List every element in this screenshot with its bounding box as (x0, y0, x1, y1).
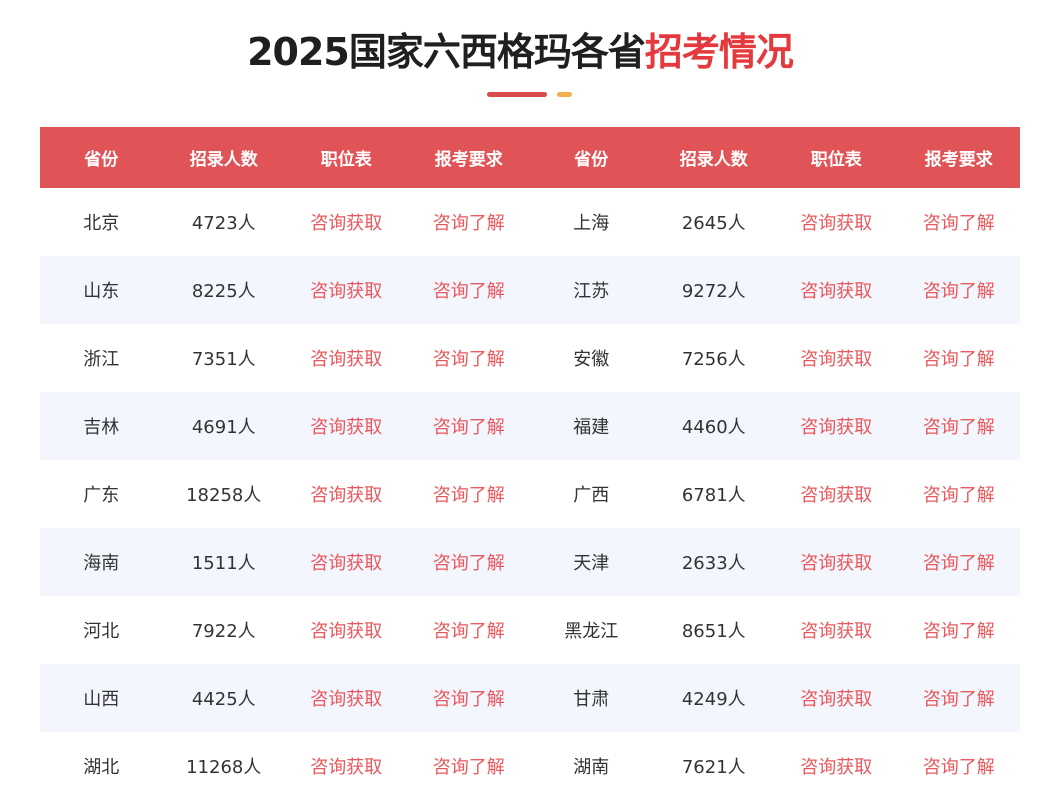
requirements-link[interactable]: 咨询了解 (897, 528, 1020, 596)
requirements-link[interactable]: 咨询了解 (407, 256, 530, 324)
province-cell: 广东 (83, 485, 120, 506)
requirements-link[interactable]: 咨询了解 (922, 757, 995, 778)
header-province: 省份 (530, 127, 653, 188)
table-row: 广东 18258人 咨询获取 咨询了解 广西 6781人 咨询获取 咨询了解 (40, 460, 1020, 528)
title-underline-dot (557, 92, 572, 97)
positions-link[interactable]: 咨询获取 (800, 349, 873, 370)
header-province: 省份 (40, 127, 163, 188)
count-cell: 4691人 (162, 392, 285, 460)
province-cell: 甘肃 (530, 664, 653, 732)
requirements-link[interactable]: 咨询了解 (432, 621, 505, 642)
requirements-link[interactable]: 咨询了解 (432, 349, 505, 370)
header-positions: 职位表 (775, 127, 898, 188)
positions-link[interactable]: 咨询获取 (310, 213, 383, 234)
positions-link[interactable]: 咨询获取 (285, 664, 408, 732)
page-title: 2025国家六西格玛各省招考情况 (0, 24, 1040, 80)
province-cell: 湖北 (83, 757, 120, 778)
requirements-link[interactable]: 咨询了解 (407, 392, 530, 460)
page-title-main: 2025国家六西格玛各省 (247, 30, 646, 74)
province-cell: 河北 (83, 621, 120, 642)
province-cell: 安徽 (573, 349, 610, 370)
count-cell: 11268人 (186, 757, 262, 778)
table-row: 山东 8225人 咨询获取 咨询了解 江苏 9272人 咨询获取 咨询了解 (40, 256, 1020, 324)
count-cell: 8225人 (162, 256, 285, 324)
requirements-link[interactable]: 咨询了解 (432, 757, 505, 778)
count-cell: 7621人 (681, 757, 746, 778)
table-body: 北京 4723人 咨询获取 咨询了解 上海 2645人 咨询获取 咨询了解 山东 8225人 咨询获… (40, 188, 1020, 800)
count-cell: 6781人 (681, 485, 746, 506)
count-cell: 2633人 (652, 528, 775, 596)
positions-link[interactable]: 咨询获取 (775, 392, 898, 460)
requirements-link[interactable]: 咨询了解 (407, 664, 530, 732)
positions-link[interactable]: 咨询获取 (285, 528, 408, 596)
header-requirements: 报考要求 (897, 127, 1020, 188)
header-positions: 职位表 (285, 127, 408, 188)
positions-link[interactable]: 咨询获取 (285, 256, 408, 324)
positions-link[interactable]: 咨询获取 (775, 528, 898, 596)
count-cell: 4425人 (162, 664, 285, 732)
count-cell: 7922人 (191, 621, 256, 642)
province-cell: 吉林 (40, 392, 163, 460)
table-row: 山西 4425人 咨询获取 咨询了解 甘肃 4249人 咨询获取 咨询了解 (40, 664, 1020, 732)
requirements-link[interactable]: 咨询了解 (922, 485, 995, 506)
requirements-link[interactable]: 咨询了解 (922, 621, 995, 642)
table-row: 吉林 4691人 咨询获取 咨询了解 福建 4460人 咨询获取 咨询了解 (40, 392, 1020, 460)
province-cell: 上海 (573, 213, 610, 234)
province-cell: 福建 (530, 392, 653, 460)
count-cell: 2645人 (681, 213, 746, 234)
positions-link[interactable]: 咨询获取 (800, 621, 873, 642)
count-cell: 4249人 (652, 664, 775, 732)
province-cell: 江苏 (530, 256, 653, 324)
table-row: 河北 7922人 咨询获取 咨询了解 黑龙江 8651人 咨询获取 咨询了解 (40, 596, 1020, 664)
province-cell: 湖南 (573, 757, 610, 778)
recruitment-table: 省份 招录人数 职位表 报考要求 省份 招录人数 职位表 报考要求 北京 4723… (40, 127, 1020, 800)
requirements-link[interactable]: 咨询了解 (922, 349, 995, 370)
positions-link[interactable]: 咨询获取 (310, 621, 383, 642)
province-cell: 黑龙江 (564, 621, 619, 642)
positions-link[interactable]: 咨询获取 (285, 392, 408, 460)
positions-link[interactable]: 咨询获取 (310, 349, 383, 370)
requirements-link[interactable]: 咨询了解 (922, 213, 995, 234)
province-cell: 浙江 (83, 349, 120, 370)
page-title-highlight: 招考情况 (644, 30, 794, 74)
count-cell: 18258人 (186, 485, 262, 506)
province-cell: 广西 (573, 485, 610, 506)
header-requirements: 报考要求 (407, 127, 530, 188)
requirements-link[interactable]: 咨询了解 (897, 256, 1020, 324)
positions-link[interactable]: 咨询获取 (800, 757, 873, 778)
requirements-link[interactable]: 咨询了解 (432, 485, 505, 506)
table-row: 浙江 7351人 咨询获取 咨询了解 安徽 7256人 咨询获取 咨询了解 (40, 324, 1020, 392)
title-underline-bar (487, 92, 547, 97)
positions-link[interactable]: 咨询获取 (800, 485, 873, 506)
positions-link[interactable]: 咨询获取 (310, 757, 383, 778)
province-cell: 海南 (40, 528, 163, 596)
count-cell: 7256人 (681, 349, 746, 370)
province-cell: 山东 (40, 256, 163, 324)
requirements-link[interactable]: 咨询了解 (897, 392, 1020, 460)
count-cell: 1511人 (162, 528, 285, 596)
header-count: 招录人数 (652, 127, 775, 188)
requirements-link[interactable]: 咨询了解 (407, 528, 530, 596)
positions-link[interactable]: 咨询获取 (775, 256, 898, 324)
province-cell: 天津 (530, 528, 653, 596)
count-cell: 7351人 (191, 349, 256, 370)
positions-link[interactable]: 咨询获取 (800, 213, 873, 234)
table-row: 湖北 11268人 咨询获取 咨询了解 湖南 7621人 咨询获取 咨询了解 (40, 732, 1020, 800)
table-row: 北京 4723人 咨询获取 咨询了解 上海 2645人 咨询获取 咨询了解 (40, 188, 1020, 256)
table-row: 海南 1511人 咨询获取 咨询了解 天津 2633人 咨询获取 咨询了解 (40, 528, 1020, 596)
count-cell: 4460人 (652, 392, 775, 460)
table-header-row: 省份 招录人数 职位表 报考要求 省份 招录人数 职位表 报考要求 (40, 127, 1020, 188)
header-count: 招录人数 (162, 127, 285, 188)
requirements-link[interactable]: 咨询了解 (897, 664, 1020, 732)
count-cell: 9272人 (652, 256, 775, 324)
count-cell: 8651人 (681, 621, 746, 642)
positions-link[interactable]: 咨询获取 (775, 664, 898, 732)
province-cell: 山西 (40, 664, 163, 732)
count-cell: 4723人 (191, 213, 256, 234)
province-cell: 北京 (83, 213, 120, 234)
positions-link[interactable]: 咨询获取 (310, 485, 383, 506)
requirements-link[interactable]: 咨询了解 (432, 213, 505, 234)
